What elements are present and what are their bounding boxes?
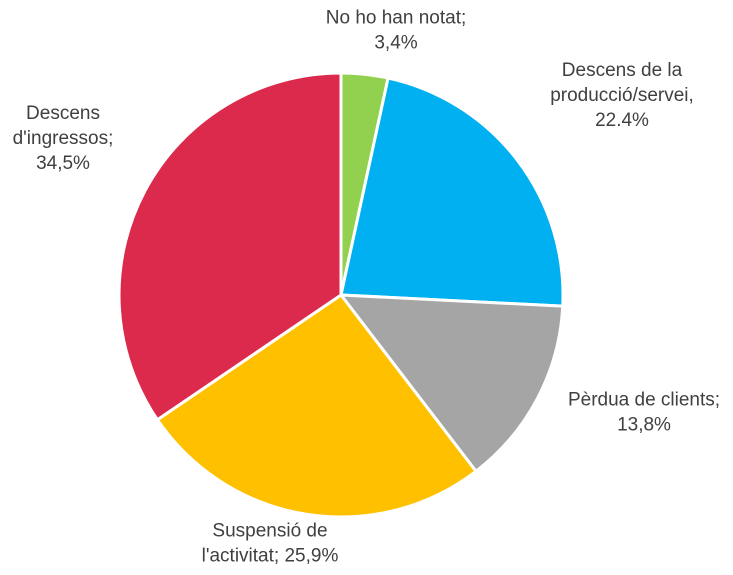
pie-slice-3 [337,293,565,474]
data-label-1-line-1: No ho han notat; [326,8,467,29]
data-label-5-line-2: d'ingressos; [13,128,114,149]
pie-slice-5 [117,71,343,422]
data-labels: No ho han notat; 3,4% Descens de la producc… [13,8,720,567]
data-label-1-line-2: 3,4% [374,33,417,54]
data-label-2: Descens de la producció/servei, 22.4% [550,60,694,131]
pie-slice-4 [155,292,479,519]
data-label-3-line-1: Pèrdua de clients; [568,390,720,411]
pie-slices [117,71,565,519]
data-label-4-line-1: Suspensió de [212,521,327,542]
data-label-2-line-2: producció/servei, [550,85,694,106]
data-label-3: Pèrdua de clients; 13,8% [568,390,720,436]
data-label-5: Descens d'ingressos; 34,5% [13,103,114,174]
data-label-1: No ho han notat; 3,4% [326,8,467,54]
data-label-4-line-2: l'activitat; 25,9% [202,546,339,567]
data-label-2-line-3: 22.4% [595,110,649,131]
data-label-4: Suspensió de l'activitat; 25,9% [202,521,339,567]
data-label-2-line-1: Descens de la [562,60,683,81]
data-label-3-line-2: 13,8% [617,415,671,436]
pie-slice-2 [339,76,565,308]
data-label-5-line-3: 34,5% [36,153,90,174]
data-label-5-line-1: Descens [26,103,100,124]
